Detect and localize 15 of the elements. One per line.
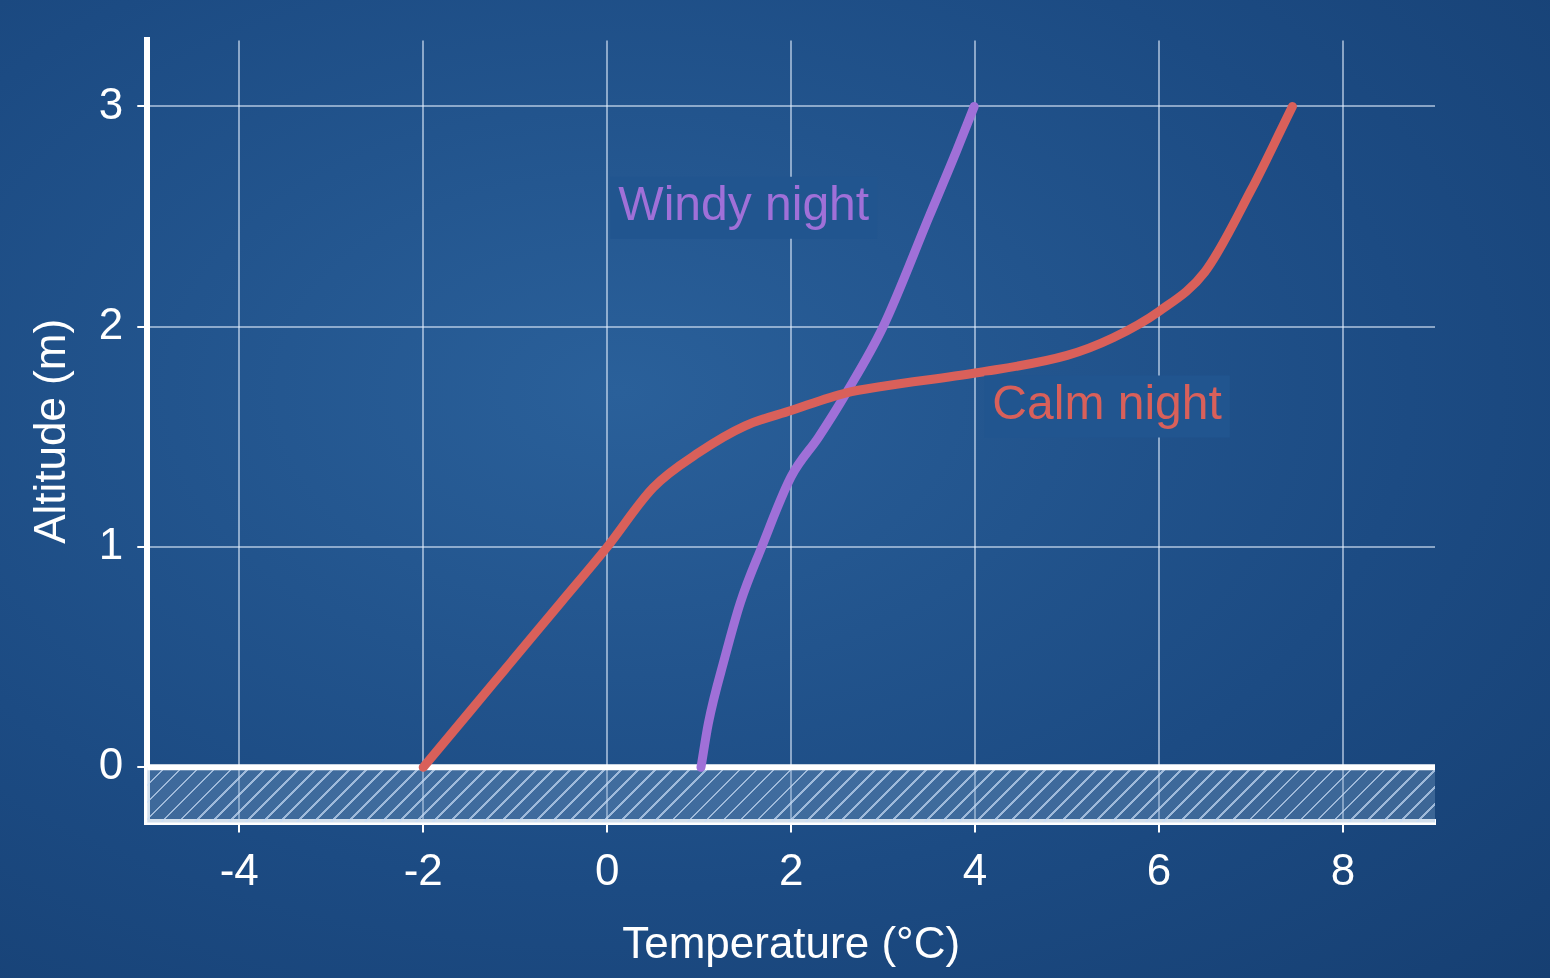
y-tick-label: 0 — [98, 739, 124, 789]
series-label: Calm night — [992, 375, 1222, 429]
x-tick-label: 6 — [1146, 844, 1172, 894]
y-tick-label: 2 — [98, 298, 124, 348]
x-tick-label: -2 — [403, 844, 443, 894]
y-tick-label: 3 — [98, 78, 124, 128]
x-tick-label: 4 — [962, 844, 988, 894]
x-axis-title: Temperature (°C) — [622, 917, 961, 967]
y-tick-label: 1 — [98, 519, 124, 569]
series-label: Windy night — [618, 176, 870, 230]
x-tick-label: -4 — [219, 844, 259, 894]
x-tick-label: 2 — [778, 844, 804, 894]
x-tick-label: 0 — [594, 844, 620, 894]
y-axis-title: Altitude (m) — [24, 318, 74, 544]
x-tick-label: 8 — [1330, 844, 1356, 894]
